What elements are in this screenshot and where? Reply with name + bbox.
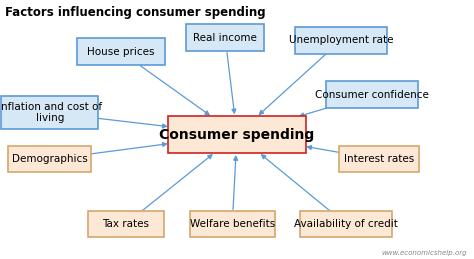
Text: Factors influencing consumer spending: Factors influencing consumer spending xyxy=(5,6,265,19)
Text: Interest rates: Interest rates xyxy=(344,154,414,164)
FancyBboxPatch shape xyxy=(77,38,165,65)
FancyBboxPatch shape xyxy=(8,146,91,172)
Text: Demographics: Demographics xyxy=(12,154,88,164)
Text: Welfare benefits: Welfare benefits xyxy=(190,219,275,229)
Text: Availability of credit: Availability of credit xyxy=(294,219,398,229)
Text: Tax rates: Tax rates xyxy=(102,219,149,229)
FancyBboxPatch shape xyxy=(339,146,419,172)
Text: www.economicshelp.org: www.economicshelp.org xyxy=(381,250,467,256)
Text: Consumer confidence: Consumer confidence xyxy=(315,90,429,99)
FancyBboxPatch shape xyxy=(1,97,99,129)
FancyBboxPatch shape xyxy=(295,27,387,54)
FancyBboxPatch shape xyxy=(186,24,264,51)
Text: House prices: House prices xyxy=(87,47,155,57)
FancyBboxPatch shape xyxy=(326,81,418,108)
FancyBboxPatch shape xyxy=(168,116,306,153)
FancyBboxPatch shape xyxy=(190,211,275,237)
FancyBboxPatch shape xyxy=(88,211,164,237)
FancyBboxPatch shape xyxy=(300,211,392,237)
Text: Inflation and cost of
living: Inflation and cost of living xyxy=(0,102,102,124)
Text: Real income: Real income xyxy=(193,33,257,42)
Text: Consumer spending: Consumer spending xyxy=(159,128,315,142)
Text: Unemployment rate: Unemployment rate xyxy=(289,35,393,45)
